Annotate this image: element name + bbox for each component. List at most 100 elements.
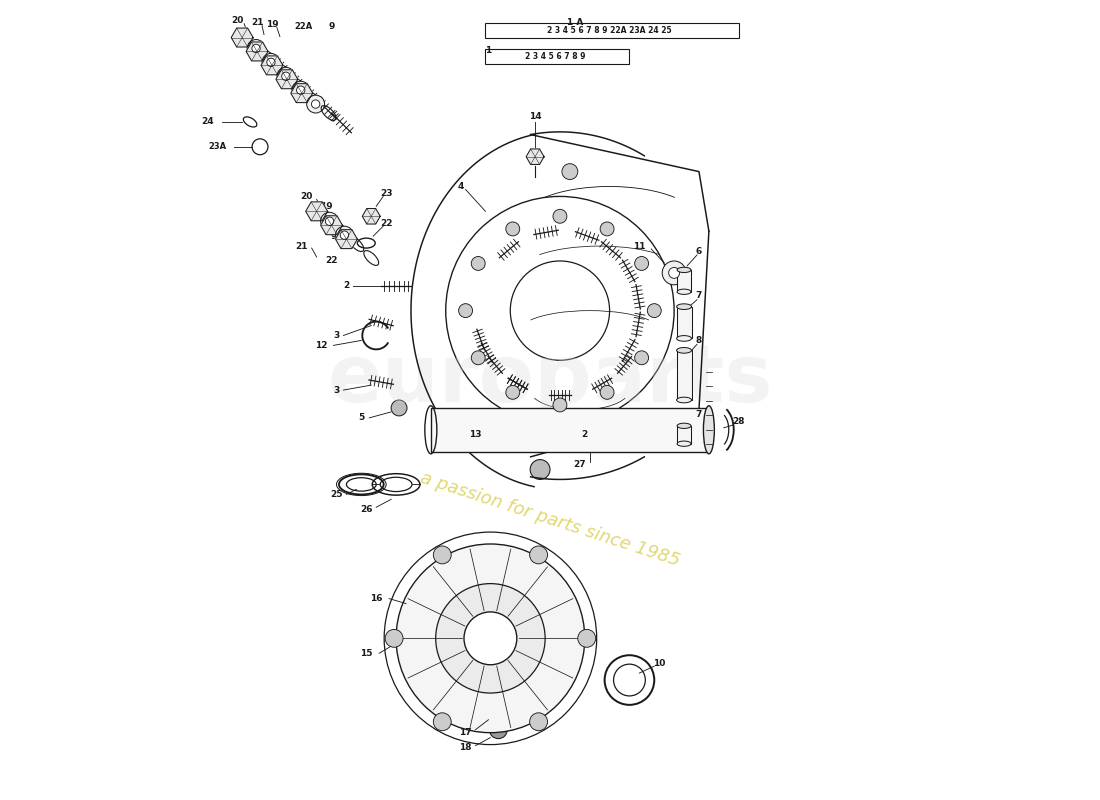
Ellipse shape: [678, 441, 691, 446]
Circle shape: [635, 351, 649, 365]
Circle shape: [252, 44, 261, 53]
Text: 28: 28: [733, 418, 745, 426]
Polygon shape: [276, 70, 298, 89]
Circle shape: [311, 100, 320, 108]
Text: 8: 8: [696, 336, 702, 345]
Text: 9: 9: [328, 22, 334, 31]
Text: 20: 20: [231, 16, 243, 25]
Circle shape: [267, 58, 275, 66]
Text: 25: 25: [330, 490, 343, 499]
Text: 22A: 22A: [295, 22, 312, 31]
Text: 7: 7: [696, 291, 702, 300]
Text: 7: 7: [696, 410, 702, 419]
Text: 21: 21: [296, 242, 308, 250]
Polygon shape: [306, 202, 328, 221]
Bar: [676, 306, 692, 338]
Text: 26: 26: [360, 505, 373, 514]
Ellipse shape: [676, 347, 692, 353]
Circle shape: [396, 544, 585, 733]
Circle shape: [326, 217, 333, 226]
Text: 2 3 4 5 6 7 8 9 22A 23A 24 25: 2 3 4 5 6 7 8 9 22A 23A 24 25: [548, 26, 672, 35]
Text: 4: 4: [458, 182, 464, 191]
Circle shape: [433, 713, 451, 730]
Circle shape: [669, 267, 680, 278]
Circle shape: [282, 72, 290, 81]
Text: 27: 27: [573, 460, 586, 469]
Circle shape: [506, 386, 519, 399]
Circle shape: [490, 721, 507, 738]
Circle shape: [248, 39, 265, 58]
Bar: [678, 270, 691, 292]
Circle shape: [553, 210, 566, 223]
Text: 6: 6: [696, 246, 702, 255]
Text: 22: 22: [326, 257, 338, 266]
Circle shape: [488, 706, 503, 720]
Text: 2: 2: [582, 430, 587, 439]
Circle shape: [578, 630, 596, 647]
Ellipse shape: [676, 304, 692, 310]
Text: 1 A: 1 A: [566, 18, 583, 27]
Text: 14: 14: [529, 113, 541, 122]
Polygon shape: [246, 42, 268, 61]
Circle shape: [307, 95, 324, 113]
Circle shape: [662, 261, 686, 285]
Text: 15: 15: [360, 649, 373, 658]
Text: 16: 16: [370, 594, 383, 603]
Text: 5: 5: [359, 414, 364, 422]
Circle shape: [277, 67, 295, 86]
Circle shape: [464, 612, 517, 665]
Circle shape: [262, 54, 279, 71]
Polygon shape: [362, 209, 381, 224]
Text: 3: 3: [333, 386, 340, 394]
Bar: [485, 50, 629, 64]
Text: 1: 1: [485, 46, 492, 55]
Bar: [431, 408, 708, 452]
Text: 13: 13: [470, 430, 482, 439]
Polygon shape: [231, 28, 253, 47]
Text: 2: 2: [343, 282, 350, 290]
Circle shape: [471, 257, 485, 270]
Circle shape: [506, 222, 519, 236]
Circle shape: [297, 86, 305, 94]
Text: 10: 10: [653, 658, 666, 668]
Ellipse shape: [676, 397, 692, 403]
Circle shape: [336, 226, 353, 244]
Text: 19: 19: [320, 202, 333, 211]
Text: 11: 11: [634, 242, 646, 250]
Text: 3: 3: [333, 331, 340, 340]
Ellipse shape: [676, 336, 692, 342]
Ellipse shape: [678, 267, 691, 273]
Polygon shape: [290, 84, 312, 102]
Text: europarts: europarts: [328, 341, 772, 419]
Bar: [485, 22, 739, 38]
Circle shape: [601, 386, 614, 399]
Text: 23A: 23A: [208, 142, 227, 151]
Circle shape: [292, 82, 310, 99]
Circle shape: [471, 351, 485, 365]
Text: 24: 24: [201, 118, 213, 126]
Polygon shape: [336, 230, 358, 249]
Ellipse shape: [703, 406, 714, 454]
Text: 17: 17: [460, 728, 472, 737]
Circle shape: [601, 222, 614, 236]
Text: a passion for parts since 1985: a passion for parts since 1985: [418, 469, 682, 570]
Circle shape: [553, 398, 566, 412]
Polygon shape: [320, 216, 342, 234]
Text: 12: 12: [316, 341, 328, 350]
Bar: [678, 426, 691, 444]
Circle shape: [392, 400, 407, 416]
Polygon shape: [261, 56, 283, 75]
Polygon shape: [526, 149, 544, 165]
Circle shape: [433, 546, 451, 564]
Circle shape: [530, 459, 550, 479]
Circle shape: [459, 304, 473, 318]
Text: 2 3 4 5 6 7 8 9: 2 3 4 5 6 7 8 9: [525, 52, 585, 62]
Circle shape: [340, 231, 349, 239]
Ellipse shape: [678, 289, 691, 294]
Text: 18: 18: [460, 743, 472, 752]
Circle shape: [320, 212, 339, 230]
Text: 22: 22: [379, 218, 393, 228]
Ellipse shape: [678, 423, 691, 429]
Bar: [676, 350, 692, 400]
Circle shape: [529, 546, 548, 564]
